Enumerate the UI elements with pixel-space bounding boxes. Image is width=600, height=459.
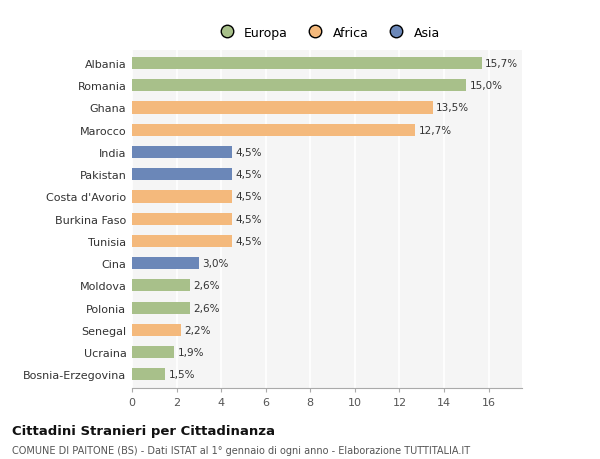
Bar [132,80,466,92]
Bar [132,124,415,136]
Legend: Europa, Africa, Asia: Europa, Africa, Asia [210,23,444,44]
Bar [132,102,433,114]
Bar [132,369,166,381]
Text: 2,6%: 2,6% [193,281,220,291]
Bar [132,235,232,247]
Text: 4,5%: 4,5% [236,192,262,202]
Text: 12,7%: 12,7% [418,125,451,135]
Bar [132,302,190,314]
Bar [132,257,199,270]
Text: 4,5%: 4,5% [236,236,262,246]
Text: 3,0%: 3,0% [202,258,229,269]
Text: 2,2%: 2,2% [184,325,211,335]
Text: 4,5%: 4,5% [236,170,262,180]
Text: 15,0%: 15,0% [470,81,503,91]
Text: 15,7%: 15,7% [485,59,518,69]
Bar [132,146,232,159]
Bar [132,346,175,358]
Text: 1,5%: 1,5% [169,369,195,380]
Text: 13,5%: 13,5% [436,103,469,113]
Bar [132,191,232,203]
Bar [132,280,190,292]
Text: 2,6%: 2,6% [193,303,220,313]
Bar [132,213,232,225]
Bar [132,168,232,181]
Text: COMUNE DI PAITONE (BS) - Dati ISTAT al 1° gennaio di ogni anno - Elaborazione TU: COMUNE DI PAITONE (BS) - Dati ISTAT al 1… [12,445,470,455]
Text: 4,5%: 4,5% [236,214,262,224]
Bar [132,324,181,336]
Text: Cittadini Stranieri per Cittadinanza: Cittadini Stranieri per Cittadinanza [12,425,275,437]
Text: 1,9%: 1,9% [178,347,204,358]
Bar [132,58,482,70]
Text: 4,5%: 4,5% [236,148,262,157]
